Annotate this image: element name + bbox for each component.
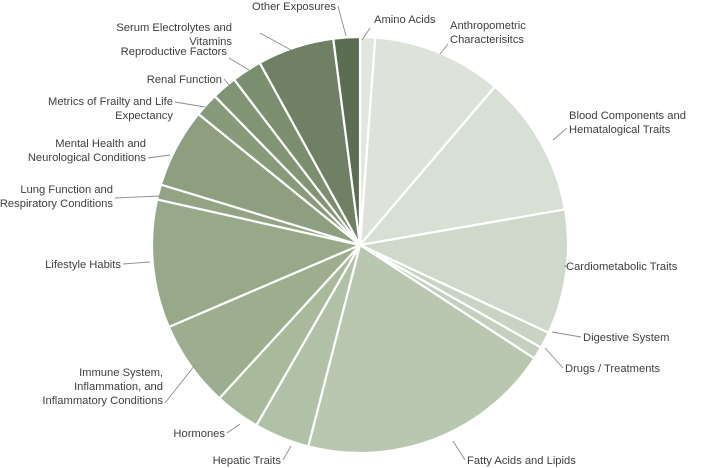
leader-line-lifestyle-habits bbox=[122, 261, 151, 265]
leader-line-reproductive-factors bbox=[228, 57, 250, 71]
slice-label-text-serum-electrolytes-and-vitamins: Serum Electrolytes and Vitamins bbox=[116, 22, 232, 48]
leader-line-anthropometric-characterisitcs bbox=[439, 43, 449, 55]
slice-label-text-lung-function-and-respiratory-conditions: Lung Function and Respiratory Conditions bbox=[0, 184, 113, 210]
leader-line-renal-function bbox=[223, 78, 231, 87]
slice-label-text-blood-components-and-hematalogical-traits: Blood Components and Hematalogical Traits bbox=[569, 110, 686, 136]
slice-label-text-hormones: Hormones bbox=[173, 428, 225, 440]
leader-line-fatty-acids-and-lipids bbox=[452, 440, 466, 461]
leader-line-blood-components-and-hematalogical-traits bbox=[552, 127, 568, 141]
slice-label-digestive-system: Digestive System bbox=[583, 332, 669, 344]
leader-lines-layer bbox=[114, 5, 582, 461]
leader-line-serum-electrolytes-and-vitamins bbox=[259, 32, 292, 51]
slice-label-drugs-treatments: Drugs / Treatments bbox=[565, 363, 661, 375]
slice-label-text-metrics-of-frailty-and-life-expectancy: Metrics of Frailty and Life Expectancy bbox=[48, 96, 173, 122]
leader-line-hepatic-traits bbox=[282, 445, 292, 461]
leader-line-immune-system-inflammation-and-inflammatory-conditions bbox=[164, 364, 196, 404]
leader-line-hormones bbox=[226, 423, 241, 434]
slice-label-mental-health-and-neurological-conditions: Mental Health and Neurological Conditions bbox=[28, 138, 147, 164]
slice-label-text-drugs-treatments: Drugs / Treatments bbox=[565, 363, 661, 375]
leader-line-other-exposures bbox=[337, 5, 347, 37]
slice-label-metrics-of-frailty-and-life-expectancy: Metrics of Frailty and Life Expectancy bbox=[48, 96, 173, 122]
pie-slice-lifestyle-habits bbox=[150, 198, 364, 329]
slice-label-text-renal-function: Renal Function bbox=[147, 74, 222, 86]
slice-label-lifestyle-habits: Lifestyle Habits bbox=[45, 259, 121, 271]
pie-slice-blood-components-and-hematalogical-traits bbox=[357, 85, 567, 247]
slice-label-anthropometric-characterisitcs: Anthropometric Characterisitcs bbox=[450, 20, 526, 46]
pie-slice-fatty-acids-and-lipids bbox=[306, 243, 536, 455]
slice-label-text-cardiometabolic-traits: Cardiometabolic Traits bbox=[566, 261, 678, 273]
slice-label-renal-function: Renal Function bbox=[147, 74, 222, 86]
slice-label-hormones: Hormones bbox=[173, 428, 225, 440]
slice-label-other-exposures: Other Exposures bbox=[252, 1, 336, 13]
pie-slice-anthropometric-characterisitcs bbox=[358, 36, 497, 249]
slice-label-text-mental-health-and-neurological-conditions: Mental Health and Neurological Conditions bbox=[28, 138, 147, 164]
slice-label-text-digestive-system: Digestive System bbox=[583, 332, 669, 344]
pie-slice-cardiometabolic-traits bbox=[356, 208, 570, 335]
slice-label-amino-acids: Amino Acids bbox=[374, 14, 436, 26]
slice-label-text-immune-system-inflammation-and-inflammatory-conditions: Immune System, Inflammation, and Inflammat… bbox=[42, 367, 163, 407]
leader-line-drugs-treatments bbox=[544, 347, 564, 369]
slice-label-text-fatty-acids-and-lipids: Fatty Acids and Lipids bbox=[467, 455, 576, 467]
leader-line-metrics-of-frailty-and-life-expectancy bbox=[174, 101, 206, 108]
slice-label-text-amino-acids: Amino Acids bbox=[374, 14, 436, 26]
slice-label-text-hepatic-traits: Hepatic Traits bbox=[213, 455, 282, 467]
slice-label-text-anthropometric-characterisitcs: Anthropometric Characterisitcs bbox=[450, 20, 526, 46]
slice-label-text-reproductive-factors: Reproductive Factors bbox=[121, 46, 228, 58]
leader-line-digestive-system bbox=[551, 331, 582, 338]
slice-label-immune-system-inflammation-and-inflammatory-conditions: Immune System, Inflammation, and Inflammat… bbox=[42, 367, 163, 407]
slices-layer bbox=[150, 35, 570, 455]
leader-line-amino-acids bbox=[361, 27, 371, 41]
slice-label-text-lifestyle-habits: Lifestyle Habits bbox=[45, 259, 121, 271]
slice-label-serum-electrolytes-and-vitamins: Serum Electrolytes and Vitamins bbox=[116, 22, 232, 48]
slice-label-blood-components-and-hematalogical-traits: Blood Components and Hematalogical Traits bbox=[569, 110, 686, 136]
pie-slice-other-exposures bbox=[332, 35, 362, 246]
slice-label-fatty-acids-and-lipids: Fatty Acids and Lipids bbox=[467, 455, 576, 467]
slice-label-hepatic-traits: Hepatic Traits bbox=[213, 455, 282, 467]
leader-line-mental-health-and-neurological-conditions bbox=[147, 154, 171, 159]
slice-label-text-other-exposures: Other Exposures bbox=[252, 1, 336, 13]
labels-layer: Amino Acids Anthropometric Characterisitcs… bbox=[0, 1, 686, 467]
slice-label-lung-function-and-respiratory-conditions: Lung Function and Respiratory Conditions bbox=[0, 184, 113, 210]
slice-label-cardiometabolic-traits: Cardiometabolic Traits bbox=[566, 261, 678, 273]
slice-label-reproductive-factors: Reproductive Factors bbox=[121, 46, 228, 58]
leader-line-lung-function-and-respiratory-conditions bbox=[114, 195, 161, 199]
